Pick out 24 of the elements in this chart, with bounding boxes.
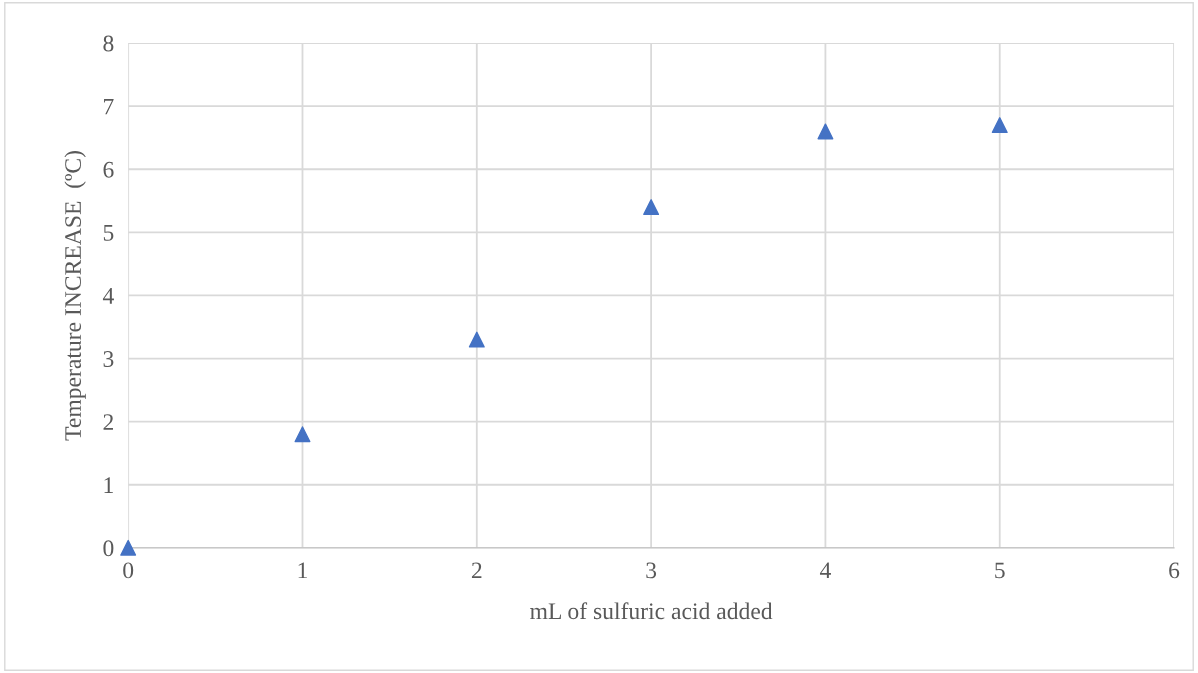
point <box>991 117 1008 134</box>
point <box>643 199 660 216</box>
x-tick-label: 0 <box>123 562 134 579</box>
x-tick-label: 4 <box>819 562 831 579</box>
point <box>817 123 834 140</box>
point <box>294 426 311 443</box>
y-tick-label: 3 <box>103 351 114 367</box>
point <box>120 539 137 556</box>
x-tick-label: 2 <box>471 562 482 579</box>
y-tick-label: 4 <box>102 288 114 304</box>
y-axis-title: Temperature INCREASE (ºC) <box>64 151 86 441</box>
y-tick-label: 5 <box>103 225 114 241</box>
y-tick-label: 7 <box>104 98 114 115</box>
x-tick-label: 6 <box>1169 562 1180 579</box>
x-tick-label: 3 <box>646 562 657 579</box>
y-tick-label: 2 <box>103 414 113 430</box>
point <box>468 331 485 348</box>
y-tick-label: 1 <box>104 477 113 493</box>
x-tick-label: 5 <box>995 562 1005 579</box>
y-tick-label: 0 <box>103 540 114 557</box>
y-tick-label: 6 <box>103 161 114 178</box>
x-axis-title: mL of sulfuric acid added <box>530 602 773 620</box>
x-tick-label: 1 <box>298 562 307 579</box>
y-tick-label: 8 <box>103 35 114 52</box>
